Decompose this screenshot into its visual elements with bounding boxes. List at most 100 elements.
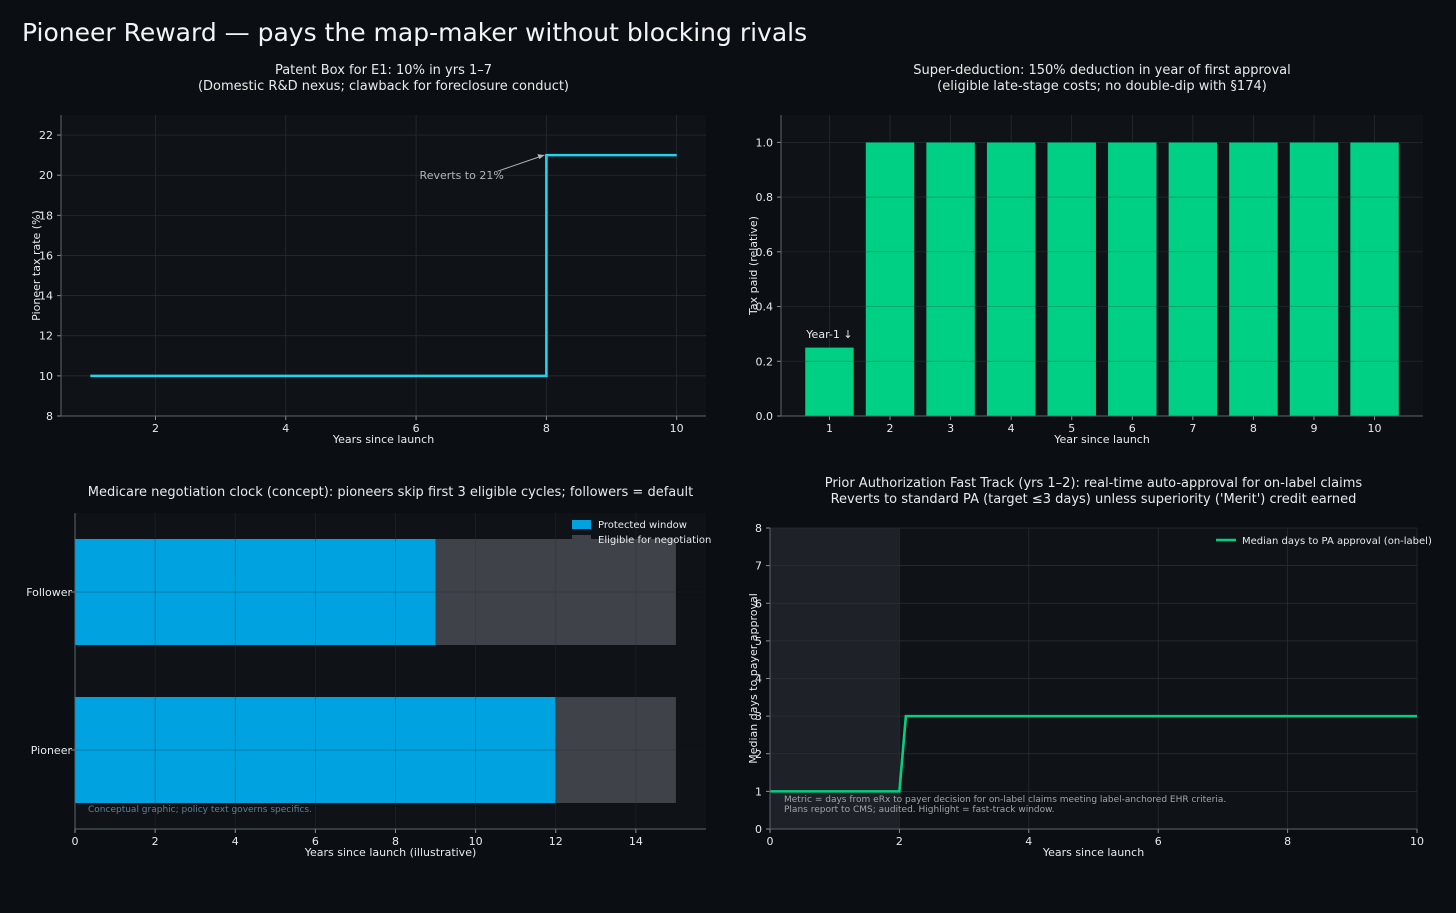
- y-tick-label: 5: [755, 635, 762, 648]
- y-tick-label: 3: [755, 710, 762, 723]
- x-tick-label: 4: [232, 835, 239, 848]
- x-tick-label: 5: [1068, 422, 1075, 435]
- y-tick-label: 1: [755, 785, 762, 798]
- pa-legend: Median days to PA approval (on-label): [1216, 536, 1432, 547]
- annotation-arrow: [497, 154, 545, 172]
- x-tick-label: 8: [392, 835, 399, 848]
- annotation-arrowhead: [537, 154, 545, 160]
- chart-footnote: Metric = days from eRx to payer decision…: [784, 795, 1226, 805]
- x-tick-label: 10: [1410, 835, 1424, 848]
- negotiation-bar-segment: [75, 539, 436, 645]
- x-tick-label: 8: [1250, 422, 1257, 435]
- chart-title-line: (eligible late-stage costs; no double-di…: [937, 79, 1267, 94]
- y-axis-label: Tax paid (relative): [747, 216, 760, 316]
- x-axis-label: Years since launch: [332, 433, 434, 446]
- plot-area: [61, 115, 706, 416]
- y-tick-label: 22: [39, 129, 53, 142]
- x-tick-label: 3: [947, 422, 954, 435]
- legend-swatch: [572, 535, 591, 544]
- y-tick-label: 1.0: [756, 136, 774, 149]
- y-tick-label: 0.0: [756, 410, 774, 423]
- legend-label: Protected window: [598, 520, 687, 531]
- y-tick-label: 7: [755, 560, 762, 573]
- chart-title-line: (Domestic R&D nexus; clawback for forecl…: [198, 79, 569, 94]
- y-axis-label: Median days to payer approval: [747, 593, 760, 764]
- y-tick-label: 20: [39, 169, 53, 182]
- tax-bar: [1168, 142, 1218, 416]
- y-tick-label: 0.4: [756, 301, 774, 314]
- y-tick-label: 0.6: [756, 246, 774, 259]
- x-tick-label: 4: [1025, 835, 1032, 848]
- y-tick-label: 8: [755, 522, 762, 535]
- chart-footnote: Plans report to CMS; audited. Highlight …: [784, 805, 1055, 815]
- x-tick-label: 8: [543, 422, 550, 435]
- y-tick-label: 4: [755, 673, 762, 686]
- x-tick-label: 12: [549, 835, 563, 848]
- x-tick-label: 0: [72, 835, 79, 848]
- chart-title-line: Reverts to standard PA (target ≤3 days) …: [831, 492, 1357, 507]
- y-tick-label: 8: [46, 410, 53, 423]
- tax-bar: [1108, 142, 1157, 416]
- y-tick-label: 18: [39, 209, 53, 222]
- x-tick-label: 4: [1008, 422, 1015, 435]
- x-tick-label: 2: [152, 422, 159, 435]
- x-tick-label: 10: [670, 422, 684, 435]
- tax-bar: [1047, 142, 1096, 416]
- page-title: Pioneer Reward — pays the map-maker with…: [22, 18, 808, 47]
- patent-box-chart: 2 4 6 8 10 8 10 12 14 16 18 20 22 Reverts to 21% Paten…: [30, 63, 706, 446]
- chart-title-line: Patent Box for E1: 10% in yrs 1–7: [275, 63, 492, 78]
- x-axis-label: Years since launch: [1042, 846, 1144, 859]
- tax-bar: [986, 142, 1036, 416]
- tax-bar: [926, 142, 975, 416]
- x-tick-label: 6: [312, 835, 319, 848]
- y-tick-label: 6: [755, 597, 762, 610]
- chart-title-line: Super-deduction: 150% deduction in year …: [913, 63, 1291, 78]
- tax-bar: [865, 142, 915, 416]
- x-tick-label: 6: [1129, 422, 1136, 435]
- negotiation-bar-segment: [555, 697, 676, 803]
- y-tick-label: 16: [39, 249, 53, 262]
- y-axis-label: Pioneer tax rate (%): [30, 210, 43, 321]
- chart-title-line: Medicare negotiation clock (concept): pi…: [88, 485, 693, 500]
- x-tick-label: 4: [282, 422, 289, 435]
- tax-rate-step-line: [90, 153, 677, 378]
- x-axis-label: Year since launch: [1053, 433, 1150, 446]
- y-tick-label: 12: [39, 330, 53, 343]
- chart-footnote: Conceptual graphic; policy text governs …: [88, 805, 312, 815]
- x-tick-label: 2: [896, 835, 903, 848]
- y-tick-label: 0.2: [756, 355, 774, 368]
- tax-bar: [805, 347, 854, 416]
- x-tick-label: 0: [767, 835, 774, 848]
- x-tick-label: 14: [629, 835, 643, 848]
- x-tick-label: 10: [469, 835, 483, 848]
- y-tick-label: 14: [39, 290, 53, 303]
- pa-fast-track-chart: 0 2 4 6 8 10 0 1 2 3 4 5 6 7 8 Median days to PA approv…: [747, 476, 1432, 859]
- x-tick-label: 6: [413, 422, 420, 435]
- negotiation-clock-chart: Pioneer Follower 0 2 4 6 8 10 12 14 Conceptual gra…: [26, 485, 711, 859]
- x-tick-label: 1: [826, 422, 833, 435]
- legend-label: Eligible for negotiation: [598, 535, 711, 546]
- legend-label: Median days to PA approval (on-label): [1242, 536, 1432, 547]
- tax-bar: [1229, 142, 1278, 416]
- median-days-line: [770, 714, 1417, 793]
- x-tick-label: 7: [1189, 422, 1196, 435]
- y-tick-label: 0.8: [756, 191, 774, 204]
- x-tick-label: 8: [1284, 835, 1291, 848]
- x-tick-label: 2: [887, 422, 894, 435]
- y-tick-label: 10: [39, 370, 53, 383]
- tax-bar: [1289, 142, 1339, 416]
- negotiation-legend: Protected window Eligible for negotiation: [572, 520, 711, 546]
- y-tick-label: 2: [755, 748, 762, 761]
- y-tick-label: 0: [755, 823, 762, 836]
- bar-annotation: Year-1 ↓: [805, 328, 852, 341]
- y-category-label: Follower: [26, 586, 72, 599]
- legend-swatch: [572, 520, 591, 529]
- x-tick-label: 9: [1310, 422, 1317, 435]
- x-tick-label: 10: [1368, 422, 1382, 435]
- y-category-label: Pioneer: [31, 744, 73, 757]
- x-axis-label: Years since launch (illustrative): [304, 846, 477, 859]
- annotation-label: Reverts to 21%: [420, 169, 504, 182]
- super-deduction-chart: 0.0 0.2 0.4 0.6 0.8 1.0 1 2 3 4 5 6 7 8 9 10 Year-1 ↓ Sup…: [747, 63, 1423, 446]
- tax-bar: [1350, 142, 1399, 416]
